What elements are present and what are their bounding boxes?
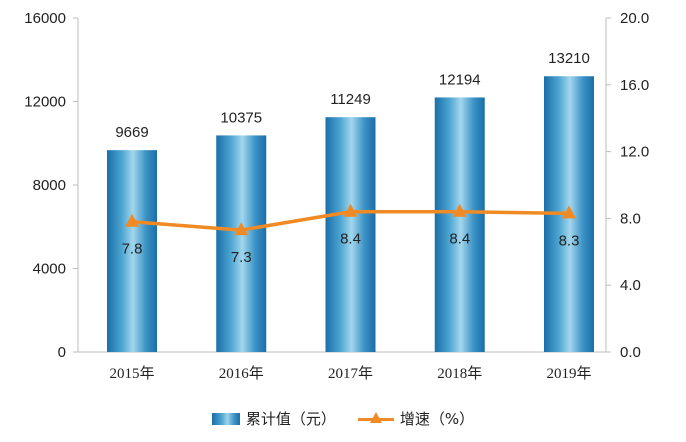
bar-value-label: 11249 [330,91,371,108]
right-tick-label: 4.0 [620,277,641,294]
bar-value-label: 12194 [439,71,481,88]
growth-point-triangle [234,222,249,236]
left-tick-label: 0 [58,344,66,361]
left-tick-label: 16000 [24,10,66,27]
legend-item-bar: 累计值（元） [211,408,336,429]
legend-bar-swatch [211,412,240,425]
bar [107,150,157,352]
right-tick-label: 16.0 [620,77,649,94]
growth-value-label: 8.4 [340,231,361,248]
left-tick-label: 4000 [33,261,66,278]
right-tick-label: 0.0 [620,344,641,361]
x-tick-label: 2017年 [328,365,373,382]
growth-value-label: 8.4 [449,231,470,248]
bar [216,135,267,352]
right-tick-label: 20.0 [620,10,649,27]
growth-value-label: 8.3 [559,232,580,249]
axes-layer: 0 4000 8000 12000 16000 0.0 4.0 8.0 12.0 16.0 20.0… [24,10,649,382]
growth-point-triangle [452,203,467,217]
legend-bar-label: 累计值（元） [245,410,336,428]
bar [434,97,485,352]
legend: 累计值（元） 增速（%） [0,408,686,429]
right-tick-label: 8.0 [620,210,641,227]
growth-point-triangle [125,213,139,227]
growth-value-label: 7.3 [231,249,252,266]
x-tick-label: 2015年 [109,365,154,382]
legend-line-swatch [357,411,394,426]
x-tick-label: 2016年 [219,365,264,382]
bar-value-label: 13210 [548,50,590,67]
right-tick-label: 12.0 [620,144,649,161]
left-tick-label: 8000 [33,177,66,194]
bar-value-label: 10375 [220,109,262,126]
legend-item-line: 增速（%） [357,408,475,429]
x-tick-label: 2018年 [437,365,482,382]
legend-line-label: 增速（%） [399,410,475,428]
bar-value-label: 9669 [115,124,148,141]
x-tick-label: 2019年 [546,365,591,382]
growth-point-triangle [562,205,576,219]
line-layer [125,203,576,236]
left-tick-label: 12000 [24,94,66,111]
growth-value-label: 7.8 [122,241,143,258]
bars-layer [107,76,594,353]
bar [325,117,376,352]
labels-layer: 9669 10375 11249 12194 13210 7.8 7.3 8.4 8.4 8.3 [115,50,590,266]
growth-point-triangle [343,203,358,217]
